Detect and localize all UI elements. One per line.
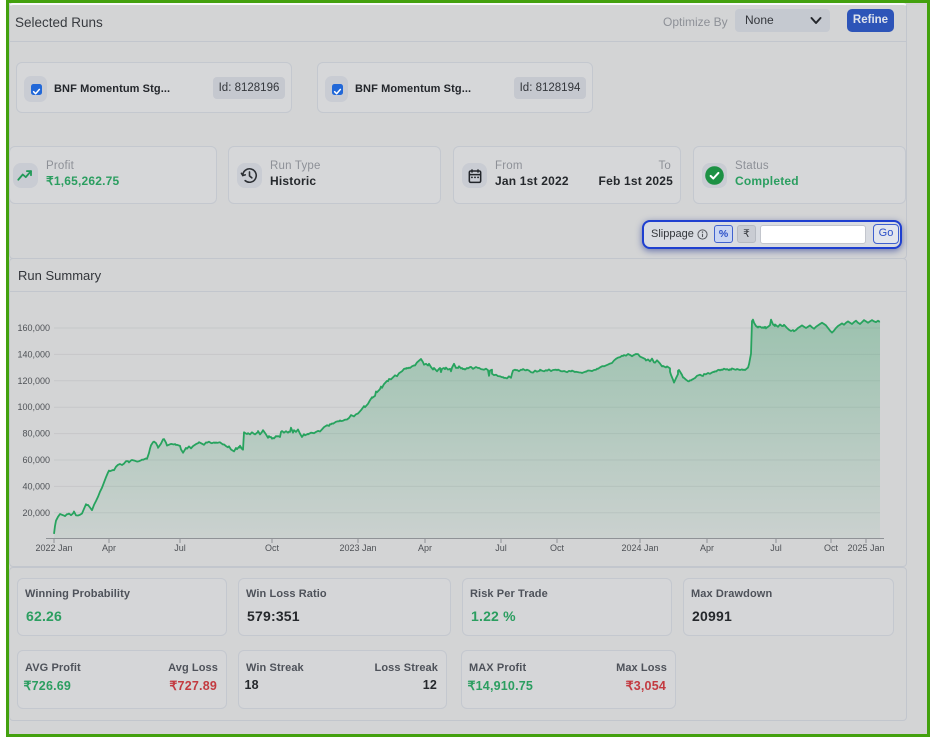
svg-text:60,000: 60,000	[22, 455, 50, 465]
svg-text:Apr: Apr	[102, 543, 116, 553]
svg-text:160,000: 160,000	[17, 323, 50, 333]
svg-text:Jul: Jul	[495, 543, 507, 553]
svg-text:2023 Jan: 2023 Jan	[339, 543, 376, 553]
svg-text:Oct: Oct	[265, 543, 280, 553]
svg-text:140,000: 140,000	[17, 349, 50, 359]
svg-text:Apr: Apr	[700, 543, 714, 553]
svg-text:2025 Jan: 2025 Jan	[847, 543, 884, 553]
svg-text:2024 Jan: 2024 Jan	[621, 543, 658, 553]
svg-text:Apr: Apr	[418, 543, 432, 553]
svg-text:40,000: 40,000	[22, 481, 50, 491]
svg-text:Oct: Oct	[550, 543, 565, 553]
svg-text:Jul: Jul	[770, 543, 782, 553]
svg-text:80,000: 80,000	[22, 429, 50, 439]
svg-text:Oct: Oct	[824, 543, 839, 553]
svg-text:Jul: Jul	[174, 543, 186, 553]
svg-text:20,000: 20,000	[22, 508, 50, 518]
svg-text:120,000: 120,000	[17, 376, 50, 386]
svg-text:2022 Jan: 2022 Jan	[35, 543, 72, 553]
svg-text:100,000: 100,000	[17, 402, 50, 412]
